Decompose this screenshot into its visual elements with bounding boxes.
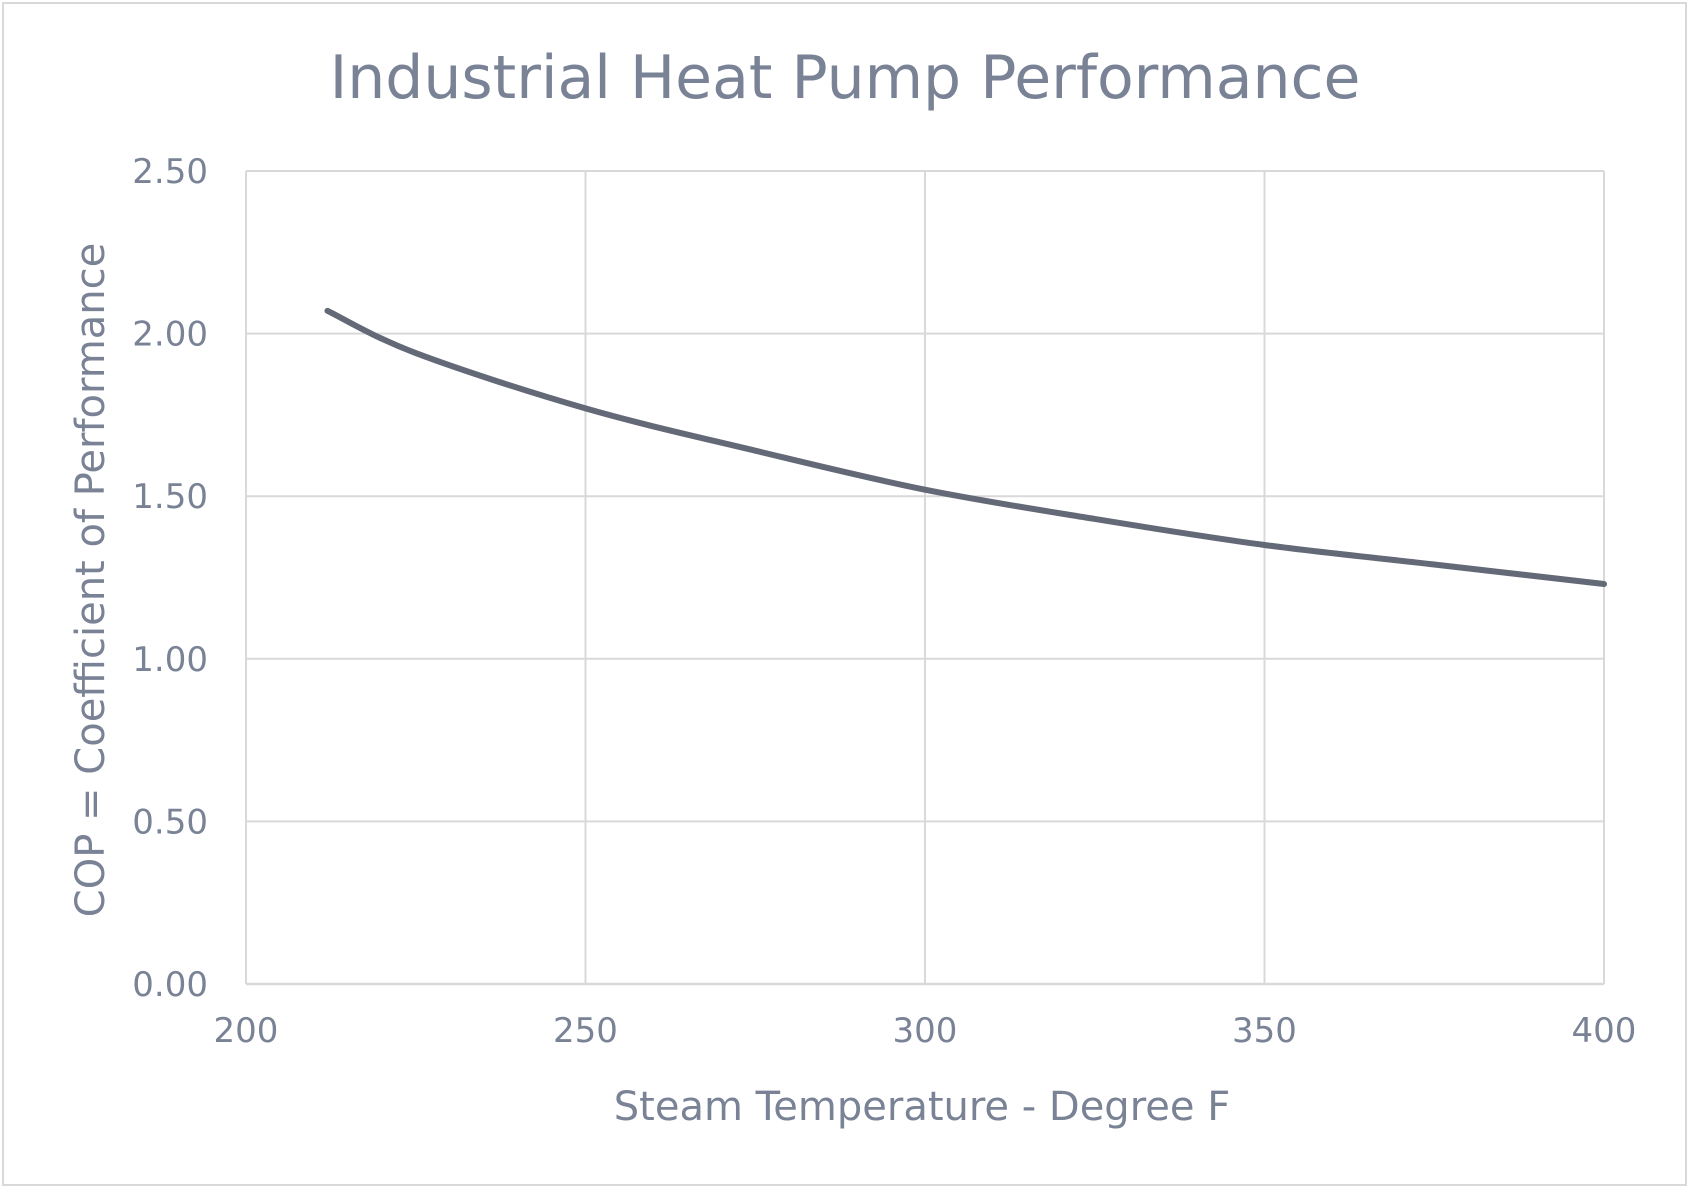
tick-label-layer: 0.00 0.50 1.00 1.50 2.00 2.50 200 250 300 350 400: [132, 152, 1636, 1051]
series-line: [324, 307, 1607, 587]
x-axis-title: Steam Temperature - Degree F: [614, 1084, 1230, 1130]
x-tick-label: 300: [893, 1011, 958, 1051]
chart-title: Industrial Heat Pump Performance: [330, 43, 1361, 113]
x-tick-label: 200: [214, 1011, 279, 1051]
x-tick-label: 250: [553, 1011, 618, 1051]
y-tick-label: 1.00: [132, 640, 208, 680]
y-tick-label: 0.50: [132, 802, 208, 842]
y-tick-label: 2.00: [132, 315, 208, 355]
x-tick-label: 400: [1572, 1011, 1637, 1051]
x-tick-label: 350: [1232, 1011, 1297, 1051]
grid-layer: [245, 170, 1605, 984]
series-layer: [324, 307, 1607, 587]
y-axis-title: COP = Coefficient of Performance: [68, 243, 114, 917]
y-tick-label: 2.50: [132, 152, 208, 192]
y-tick-label: 0.00: [132, 965, 208, 1005]
y-tick-label: 1.50: [132, 477, 208, 517]
